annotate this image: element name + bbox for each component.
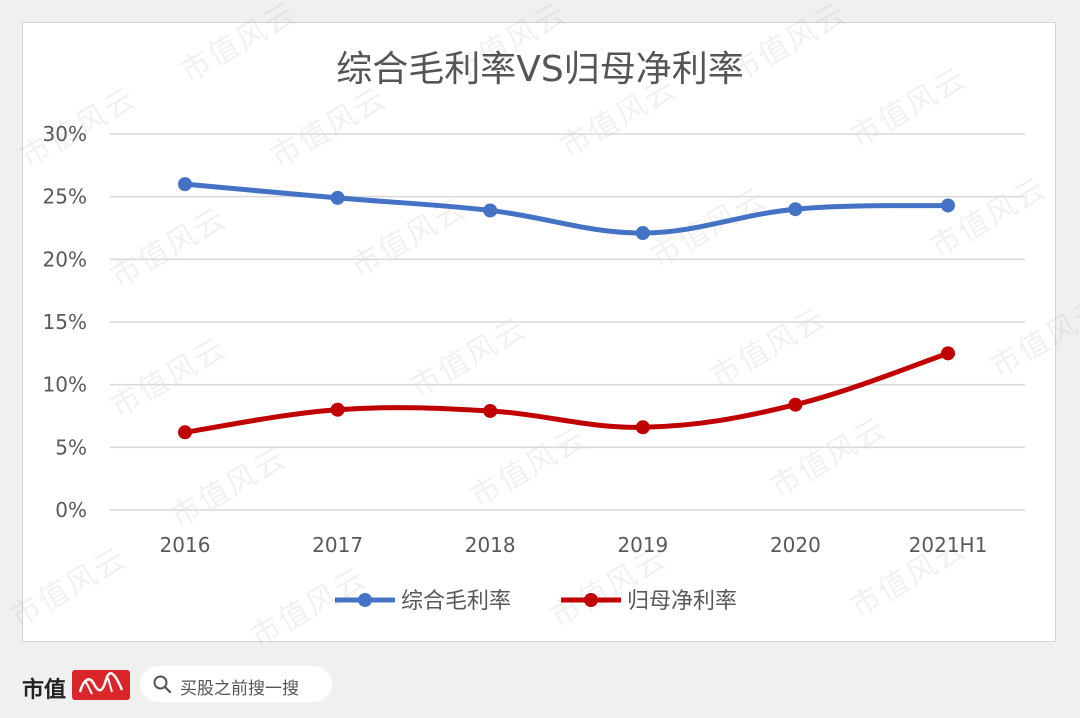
data-point [941,346,955,361]
data-point [178,177,192,192]
chart-panel: 市值风云 市值风云 市值风云 市值风云 市值风云 市值风云 市值风云 市值风云 市值风云 市值风云… [5,0,1080,655]
legend-label: 综合毛利率 [401,589,511,614]
x-tick-label: 2021H1 [909,533,988,557]
data-point [788,397,803,412]
y-axis-ticks: 0% 5% 10% 15% 20% 25% 30% [43,122,87,522]
series-line [184,181,949,236]
y-tick-label: 15% [43,310,87,334]
x-tick-label: 2017 [312,533,363,557]
y-tick-label: 25% [43,185,87,209]
legend: 综合毛利率 归母净利率 [335,589,737,614]
data-point [483,403,498,418]
series-layer [178,177,955,440]
y-tick-label: 10% [43,373,87,397]
search-box[interactable]: 买股之前搜一搜 [140,666,332,702]
legend-label: 归母净利率 [627,589,737,614]
y-tick-label: 30% [43,122,87,146]
data-point [330,190,345,205]
data-point [635,226,650,241]
legend-marker [584,593,598,607]
grid-lines [110,133,1025,511]
y-tick-label: 20% [43,247,87,271]
search-icon [152,674,172,698]
x-tick-label: 2016 [160,533,211,557]
x-axis-ticks: 2016 2017 2018 2019 2020 2021H1 [160,533,988,557]
line-chart: 综合毛利率VS归母净利率 0%5%10%15%20%25%30% 2016 201… [43,49,1025,614]
data-point [788,202,803,217]
x-tick-label: 2018 [465,533,516,557]
footer-bar: 市值 买股之前搜一搜 [0,650,1080,718]
y-tick-label: 0% [55,498,87,522]
series-line [184,350,949,435]
data-point [635,420,650,435]
brand-name: 市值 [22,677,67,703]
x-tick-label: 2019 [617,533,668,557]
brand-logo-icon [72,670,130,700]
data-point [941,198,955,213]
y-tick-label: 5% [55,435,87,459]
legend-marker [358,593,372,607]
data-point [178,425,192,440]
data-point [330,402,345,417]
chart-title: 综合毛利率VS归母净利率 [336,49,743,90]
search-placeholder: 买股之前搜一搜 [180,679,299,699]
data-point [483,203,498,218]
x-tick-label: 2020 [770,533,821,557]
